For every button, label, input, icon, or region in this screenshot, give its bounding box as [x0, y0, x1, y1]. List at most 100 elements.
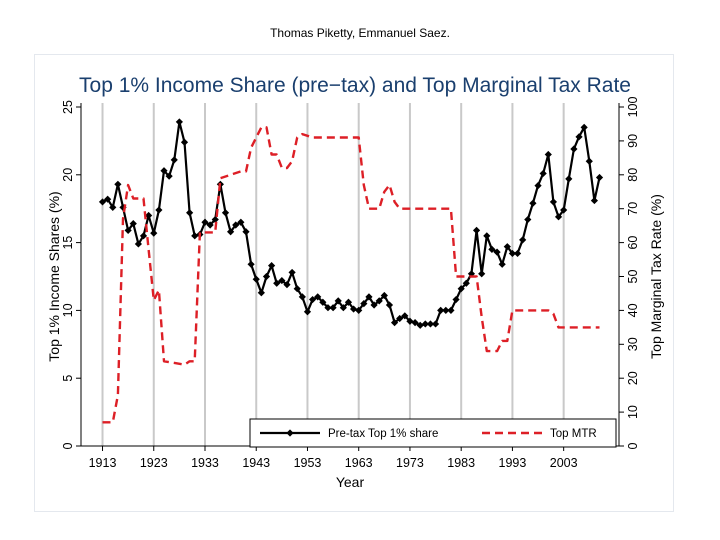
data-point [257, 289, 265, 297]
data-point [390, 319, 399, 327]
data-point [447, 306, 455, 314]
data-point [544, 150, 552, 159]
y-right-tick-label: 50 [626, 270, 640, 284]
data-point [370, 301, 378, 309]
data-point [575, 133, 583, 141]
x-tick-label: 1923 [140, 456, 168, 470]
data-point [565, 175, 573, 183]
data-point [114, 180, 122, 188]
data-point [529, 199, 537, 207]
chart-svg: Top 1% Income Share (pre−tax) and Top Ma… [46, 74, 664, 490]
chart-frame: Top 1% Income Share (pre−tax) and Top Ma… [34, 54, 674, 512]
legend-marker [286, 429, 294, 437]
data-point [508, 249, 517, 258]
data-point [380, 291, 388, 300]
data-point [416, 321, 424, 329]
data-point [150, 229, 158, 237]
x-tick-label: 1983 [447, 456, 475, 470]
data-point [488, 245, 496, 253]
data-point [534, 182, 542, 190]
data-point [191, 232, 199, 240]
y-left-tick-label: 20 [61, 168, 75, 182]
data-point [549, 198, 558, 206]
y-left-axis-label: Top 1% Income Shares (%) [46, 191, 62, 361]
series-line-top1-share [101, 120, 601, 327]
data-point [360, 300, 368, 308]
data-point [155, 206, 163, 214]
data-point [308, 295, 317, 304]
data-point [431, 320, 440, 328]
legend: Pre-tax Top 1% share Top MTR [249, 418, 617, 448]
data-point [452, 295, 460, 304]
data-point [314, 293, 322, 301]
data-point [288, 268, 296, 277]
data-point [232, 221, 240, 229]
x-tick-label: 1933 [191, 456, 219, 470]
data-point [560, 206, 568, 214]
x-tick-label: 1973 [396, 456, 424, 470]
y-right-tick-label: 70 [626, 202, 640, 216]
data-point [247, 260, 255, 268]
data-point [134, 240, 142, 248]
x-axis-label: Year [336, 474, 365, 490]
data-point [124, 226, 132, 234]
y-right-tick-label: 90 [626, 134, 640, 148]
data-point [211, 215, 219, 224]
x-tick-label: 1943 [242, 456, 270, 470]
x-tick-label: 1953 [294, 456, 322, 470]
data-point [585, 157, 593, 165]
data-point [503, 243, 511, 251]
y-left-tick-label: 25 [61, 100, 75, 114]
data-point [237, 218, 245, 226]
y-right-tick-label: 40 [626, 303, 640, 317]
data-point [175, 118, 183, 126]
data-point [98, 198, 107, 206]
y-right-tick-label: 100 [626, 97, 640, 118]
data-point [385, 301, 394, 309]
grid-layer [101, 103, 565, 446]
data-point [180, 138, 189, 146]
y-right-tick-label: 20 [626, 371, 640, 385]
data-point [109, 203, 117, 211]
data-point [268, 262, 276, 270]
data-point [186, 209, 194, 217]
data-point [519, 236, 527, 244]
series-line-top-mtr [102, 126, 600, 424]
data-point [303, 308, 312, 316]
data-point [554, 213, 563, 221]
data-point [293, 285, 301, 293]
legend-label-top-mtr: Top MTR [550, 428, 597, 440]
data-point [170, 156, 178, 164]
data-point [349, 305, 358, 313]
data-point [421, 320, 429, 328]
data-point [498, 260, 506, 268]
data-point [524, 215, 532, 224]
data-point [483, 232, 491, 240]
data-point [252, 275, 260, 283]
data-point [437, 306, 445, 314]
data-point [160, 167, 168, 175]
data-point [242, 228, 250, 236]
data-point [590, 196, 599, 205]
data-point [539, 169, 547, 178]
data-point [139, 232, 148, 240]
x-tick-label: 1993 [499, 456, 527, 470]
chart-title: Top 1% Income Share (pre−tax) and Top Ma… [79, 74, 631, 97]
data-point [570, 145, 578, 153]
data-point [339, 304, 347, 312]
data-point [580, 123, 588, 131]
data-point [478, 270, 486, 278]
x-tick-label: 2003 [550, 456, 578, 470]
y-left-tick-label: 10 [61, 303, 75, 317]
data-point [324, 304, 332, 312]
y-left-tick-label: 0 [61, 442, 75, 449]
data-point [129, 220, 137, 228]
y-right-tick-label: 10 [626, 405, 640, 419]
y-right-tick-label: 80 [626, 168, 640, 182]
data-point [278, 276, 286, 285]
data-point [493, 248, 501, 256]
data-point [344, 298, 353, 306]
y-left-tick-label: 5 [61, 375, 75, 382]
x-tick-label: 1913 [89, 456, 117, 470]
y-right-tick-label: 0 [626, 442, 640, 449]
